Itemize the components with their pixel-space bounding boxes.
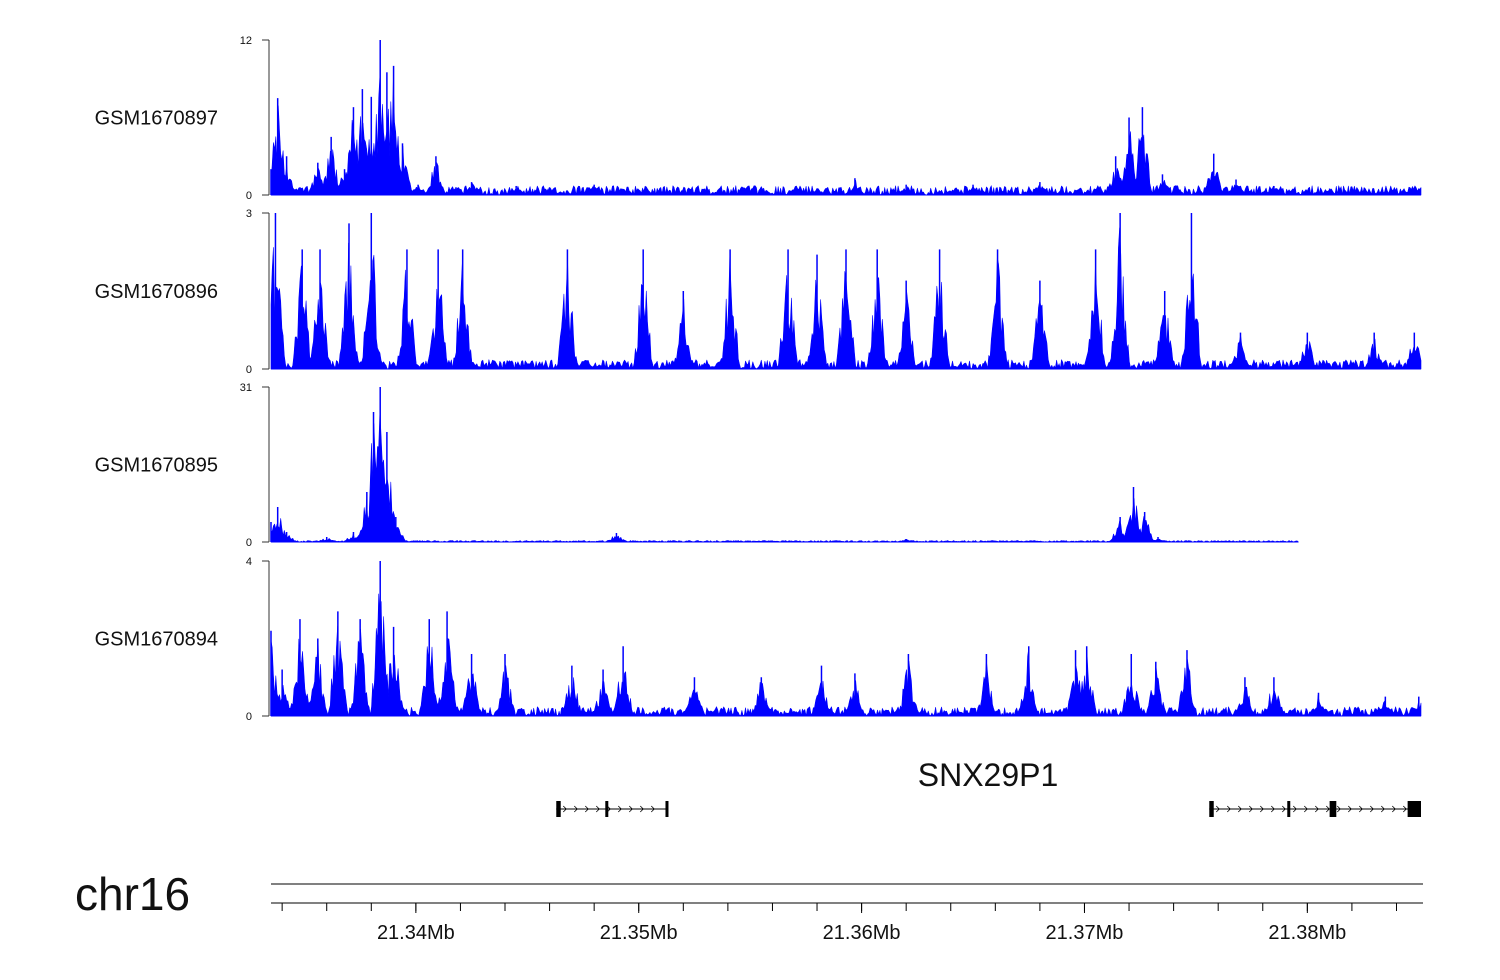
strand-arrow xyxy=(1347,805,1352,813)
x-tick-label: 21.36Mb xyxy=(823,922,901,944)
strand-arrow xyxy=(1215,805,1220,813)
y-tick-label: 0 xyxy=(246,711,252,723)
exon xyxy=(556,801,561,817)
transcript xyxy=(556,801,669,817)
strand-arrow xyxy=(1358,805,1363,813)
strand-arrow xyxy=(562,805,567,813)
track-GSM1670895: GSM1670895 0 31 xyxy=(95,382,1299,549)
transcript xyxy=(1209,801,1421,817)
strand-arrow xyxy=(1325,805,1330,813)
y-tick-label: 3 xyxy=(246,208,252,220)
strand-arrow xyxy=(1336,805,1341,813)
y-tick-label: 0 xyxy=(246,190,252,202)
track-label: GSM1670895 xyxy=(95,455,218,477)
coverage-area xyxy=(270,75,1422,196)
track-label: GSM1670897 xyxy=(95,108,218,130)
strand-arrow xyxy=(1391,805,1396,813)
strand-arrow xyxy=(595,805,600,813)
strand-arrow xyxy=(1303,805,1308,813)
track-label: GSM1670896 xyxy=(95,281,218,303)
gene-label: SNX29P1 xyxy=(918,757,1059,793)
x-tick-label: 21.34Mb xyxy=(377,922,455,944)
strand-arrow xyxy=(1259,805,1264,813)
strand-arrow xyxy=(628,805,633,813)
track-GSM1670897: GSM1670897 0 12 xyxy=(95,35,1422,202)
strand-arrow xyxy=(573,805,578,813)
coverage-tracks: GSM1670897012GSM167089603GSM1670895031GS… xyxy=(95,35,1422,723)
exon xyxy=(1329,801,1337,817)
strand-arrow xyxy=(650,805,655,813)
strand-arrow xyxy=(1281,805,1286,813)
strand-arrow xyxy=(1314,805,1319,813)
exon xyxy=(665,801,669,817)
exon xyxy=(605,801,609,817)
x-tick-label: 21.35Mb xyxy=(600,922,678,944)
genome-axis: chr16 21.34Mb 21.35Mb 21.36Mb 21.37Mb 21.38M… xyxy=(75,868,1423,944)
strand-arrow xyxy=(1226,805,1231,813)
strand-arrow xyxy=(1369,805,1374,813)
x-tick-label: 21.38Mb xyxy=(1268,922,1346,944)
chromosome-label: chr16 xyxy=(75,868,190,920)
exon xyxy=(1287,801,1291,817)
y-tick-label: 31 xyxy=(240,382,252,394)
exon xyxy=(1407,801,1421,817)
strand-arrow xyxy=(584,805,589,813)
track-GSM1670896: GSM1670896 0 3 xyxy=(95,208,1422,376)
y-tick-label: 0 xyxy=(246,537,252,549)
track-label: GSM1670894 xyxy=(95,629,218,651)
y-tick-label: 4 xyxy=(246,556,252,568)
strand-arrow xyxy=(1380,805,1385,813)
y-tick-label: 12 xyxy=(240,35,252,47)
x-tick-label: 21.37Mb xyxy=(1046,922,1124,944)
strand-arrow xyxy=(617,805,622,813)
strand-arrow xyxy=(1270,805,1275,813)
gene-track: SNX29P1 xyxy=(556,757,1421,817)
coverage-area xyxy=(270,593,1422,717)
strand-arrow xyxy=(1237,805,1242,813)
strand-arrow xyxy=(1402,805,1407,813)
exon xyxy=(1209,801,1214,817)
y-tick-label: 0 xyxy=(246,364,252,376)
strand-arrow xyxy=(1292,805,1297,813)
strand-arrow xyxy=(639,805,644,813)
track-GSM1670894: GSM1670894 0 4 xyxy=(95,556,1422,723)
strand-arrow xyxy=(1248,805,1253,813)
